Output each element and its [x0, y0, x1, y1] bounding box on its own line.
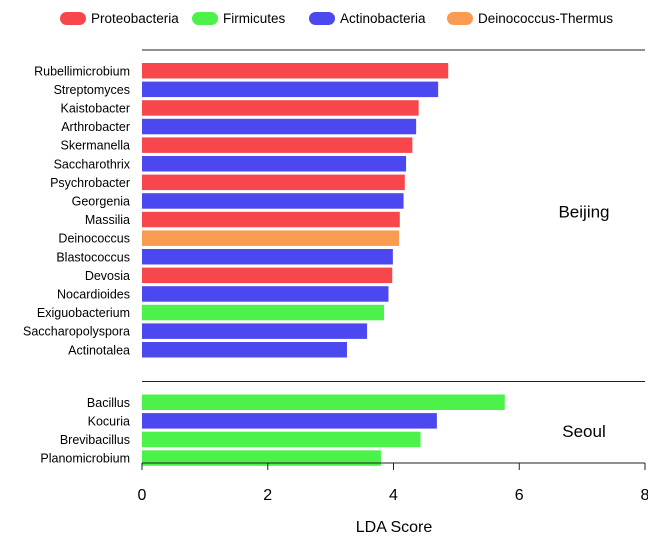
- category-label-streptomyces: Streptomyces: [54, 83, 130, 97]
- bar-nocardioides: [142, 286, 389, 302]
- category-label-brevibacillus: Brevibacillus: [60, 433, 130, 447]
- category-label-exiguobacterium: Exiguobacterium: [37, 306, 130, 320]
- category-label-kocuria: Kocuria: [88, 414, 130, 428]
- legend-label-actinobacteria: Actinobacteria: [340, 11, 426, 26]
- x-tick-label-0: 0: [138, 487, 147, 504]
- category-label-psychrobacter: Psychrobacter: [50, 176, 130, 190]
- bar-skermanella: [142, 137, 413, 153]
- bar-psychrobacter: [142, 174, 405, 191]
- category-label-rubellimicrobium: Rubellimicrobium: [34, 64, 130, 78]
- bar-brevibacillus: [142, 431, 421, 448]
- legend-label-deinococcus-thermus: Deinococcus-Thermus: [478, 11, 613, 26]
- bar-rubellimicrobium: [142, 63, 449, 79]
- x-tick-label-8: 8: [641, 487, 648, 504]
- category-label-devosia: Devosia: [85, 269, 130, 283]
- bar-deinococcus: [142, 230, 400, 246]
- bar-exiguobacterium: [142, 304, 385, 321]
- category-label-nocardioides: Nocardioides: [57, 287, 130, 301]
- bar-kaistobacter: [142, 100, 419, 116]
- bar-planomicrobium: [142, 450, 381, 466]
- x-axis: 0 2 4 6 8: [138, 462, 648, 504]
- x-tick-label-6: 6: [515, 487, 524, 504]
- legend: Proteobacteria Firmicutes Actinobacteria De…: [60, 11, 613, 26]
- legend-swatch-proteobacteria: [60, 12, 86, 25]
- group-label-beijing: Beijing: [558, 202, 609, 221]
- category-label-skermanella: Skermanella: [61, 139, 131, 153]
- bar-saccharopolyspora: [142, 323, 368, 339]
- legend-label-firmicutes: Firmicutes: [223, 11, 286, 26]
- category-label-massilia: Massilia: [85, 213, 130, 227]
- bar-kocuria: [142, 413, 437, 429]
- group-separators: [142, 49, 645, 382]
- bars: [142, 63, 505, 466]
- bar-bacillus: [142, 394, 505, 410]
- bar-devosia: [142, 267, 393, 284]
- category-label-georgenia: Georgenia: [72, 194, 130, 208]
- x-axis-label: LDA Score: [356, 519, 433, 536]
- category-label-saccharopolyspora: Saccharopolyspora: [23, 325, 130, 339]
- bar-georgenia: [142, 193, 404, 209]
- group-labels: Beijing Seoul: [558, 202, 609, 441]
- bar-saccharothrix: [142, 156, 407, 172]
- category-label-planomicrobium: Planomicrobium: [40, 452, 130, 466]
- category-labels: Rubellimicrobium Streptomyces Kaistobacter…: [23, 64, 131, 465]
- x-tick-label-2: 2: [263, 487, 272, 504]
- category-label-kaistobacter: Kaistobacter: [61, 101, 130, 115]
- legend-swatch-firmicutes: [192, 12, 218, 25]
- bar-streptomyces: [142, 81, 439, 98]
- bar-blastococcus: [142, 249, 393, 265]
- category-label-blastococcus: Blastococcus: [56, 250, 130, 264]
- category-label-arthrobacter: Arthrobacter: [61, 120, 130, 134]
- category-label-bacillus: Bacillus: [87, 396, 130, 410]
- bar-arthrobacter: [142, 118, 417, 135]
- legend-swatch-deinococcus-thermus: [447, 12, 473, 25]
- category-label-deinococcus: Deinococcus: [58, 232, 130, 246]
- category-label-saccharothrix: Saccharothrix: [54, 157, 131, 171]
- x-tick-label-4: 4: [389, 487, 398, 504]
- bar-actinotalea: [142, 342, 347, 358]
- category-label-actinotalea: Actinotalea: [68, 343, 130, 357]
- group-label-seoul: Seoul: [562, 422, 605, 441]
- legend-swatch-actinobacteria: [309, 12, 335, 25]
- bar-massilia: [142, 211, 400, 228]
- legend-label-proteobacteria: Proteobacteria: [91, 11, 179, 26]
